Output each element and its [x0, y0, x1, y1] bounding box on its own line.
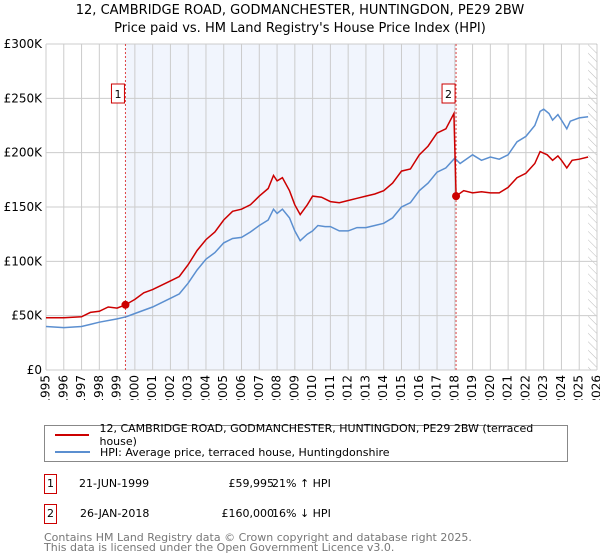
legend-item-hpi: HPI: Average price, terraced house, Hunt…	[55, 444, 390, 460]
x-tick-label: 2023	[536, 375, 550, 400]
x-tick-label: 1998	[92, 375, 106, 400]
x-tick-label: 2003	[181, 375, 195, 400]
x-tick-label: 2011	[323, 375, 337, 400]
sale-price: £59,995	[228, 477, 275, 490]
x-tick-label: 2021	[501, 375, 515, 400]
sale-date: 26-JAN-2018	[80, 507, 150, 520]
x-tick-label: 2009	[287, 375, 301, 400]
footer-licence: This data is licensed under the Open Gov…	[44, 541, 395, 554]
x-tick-label: 2013	[358, 375, 372, 400]
x-tick-label: 1999	[110, 375, 124, 400]
x-tick-label: 2015	[394, 375, 408, 400]
x-tick-label: 2000	[127, 375, 141, 400]
legend: 12, CAMBRIDGE ROAD, GODMANCHESTER, HUNTI…	[44, 422, 568, 462]
sale-point	[121, 300, 130, 309]
chart-subtitle: Price paid vs. HM Land Registry's House …	[114, 21, 486, 36]
x-tick-label: 2024	[554, 375, 568, 400]
sale-annotation-box	[110, 83, 125, 104]
sale-annotation-box	[441, 83, 456, 104]
x-tick-label: 1996	[56, 375, 70, 400]
x-tick-label: 2007	[252, 375, 266, 400]
x-tick-label: 1997	[74, 375, 88, 400]
legend-swatch-red	[55, 434, 90, 436]
x-tick-label: 1995	[39, 375, 53, 400]
x-tick-label: 2026	[590, 375, 600, 400]
x-tick-label: 2001	[145, 375, 159, 400]
legend-label: HPI: Average price, terraced house, Hunt…	[100, 445, 390, 459]
x-tick-label: 2016	[412, 375, 426, 400]
x-tick-label: 2010	[305, 375, 319, 400]
sale-badge: 1	[44, 474, 57, 494]
x-tick-label: 2020	[483, 375, 497, 400]
x-tick-label: 2004	[198, 375, 212, 400]
y-tick-label: £150K	[4, 200, 44, 214]
chart-title: 12, CAMBRIDGE ROAD, GODMANCHESTER, HUNTI…	[75, 3, 525, 18]
x-tick-label: 2022	[518, 375, 532, 400]
sale-hpi-diff: 21% ↑ HPI	[272, 477, 331, 490]
y-tick-label: £250K	[4, 91, 44, 105]
x-tick-label: 2002	[163, 375, 177, 400]
x-tick-label: 2018	[447, 375, 461, 400]
legend-label: 12, CAMBRIDGE ROAD, GODMANCHESTER, HUNTI…	[99, 422, 534, 448]
x-tick-label: 2012	[341, 375, 355, 400]
legend-item-property: 12, CAMBRIDGE ROAD, GODMANCHESTER, HUNTI…	[55, 422, 567, 448]
x-tick-label: 2014	[376, 375, 390, 400]
sale-badge: 2	[44, 504, 57, 524]
sale-date: 21-JUN-1999	[79, 477, 150, 490]
legend-swatch-blue	[55, 451, 90, 453]
y-tick-label: £200K	[4, 146, 44, 160]
y-tick-label: £100K	[4, 254, 44, 268]
sale-annotation-label: 2	[445, 88, 452, 101]
price-chart: 1995 1996 1997 1998 1999 2000 2001 2002 2003 2004…	[4, 37, 600, 400]
property-series-line	[46, 110, 589, 319]
x-tick-label: 2006	[234, 375, 248, 400]
x-tick-label: 2019	[465, 375, 479, 400]
y-tick-label: £0	[27, 363, 42, 377]
y-tick-label: £50K	[11, 309, 43, 323]
footer-copyright: Contains HM Land Registry data © Crown c…	[44, 531, 472, 544]
hpi-series-line	[45, 108, 589, 329]
sale-point	[452, 192, 461, 201]
sale-annotation-label: 1	[114, 88, 121, 101]
x-tick-label: 2017	[430, 375, 444, 400]
sale-price: £160,000	[221, 507, 275, 520]
sale-hpi-diff: 16% ↓ HPI	[272, 507, 331, 520]
x-tick-label: 2025	[572, 375, 586, 400]
x-tick-label: 2008	[270, 375, 284, 400]
y-tick-label: £300K	[4, 37, 44, 51]
x-tick-label: 2005	[216, 375, 230, 400]
